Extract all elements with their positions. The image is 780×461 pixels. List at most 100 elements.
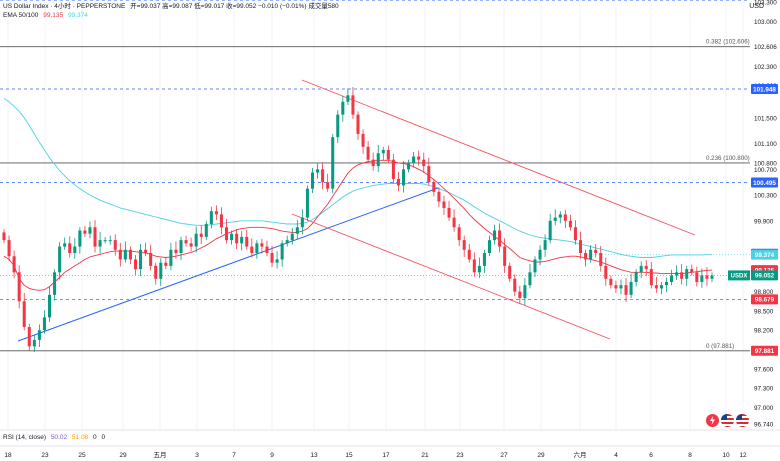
candle-body	[280, 243, 284, 260]
candle-body	[53, 272, 57, 295]
candle-body	[7, 240, 11, 257]
candle-body	[604, 265, 608, 279]
candle-body	[533, 259, 537, 273]
price-tick-label: 96.740	[754, 422, 774, 429]
candle-body	[184, 240, 188, 244]
candle-body	[209, 211, 213, 225]
candle-body	[235, 233, 239, 244]
candle-body	[133, 259, 138, 270]
candle-body	[396, 178, 400, 186]
candle-body	[88, 227, 92, 234]
time-tick-label: 8	[688, 452, 692, 459]
candle-body	[523, 285, 527, 299]
candle-body	[154, 265, 158, 279]
price-tag-bg	[751, 249, 778, 260]
candle-body	[407, 162, 411, 170]
candle-body	[285, 240, 289, 244]
price-tag-bg	[751, 294, 778, 305]
candle-body	[260, 243, 264, 247]
currency-label: USD	[749, 3, 764, 10]
candle-body	[326, 182, 330, 189]
price-tick-label: 97.300	[754, 386, 774, 393]
candle-body	[487, 240, 492, 254]
candle-body	[614, 285, 618, 289]
candle-body	[331, 137, 335, 189]
candle-body	[290, 233, 294, 241]
price-tick-label: 100.700	[754, 167, 777, 174]
symbol-tag-text: USDX	[731, 274, 748, 280]
fibonacci-labels: 0.382 (102.606) 0.236 (100.800) 0 (97.881)	[706, 39, 750, 350]
flash-icon[interactable]	[706, 414, 719, 427]
candle-body	[37, 330, 41, 340]
time-tick-label: 12	[739, 452, 747, 459]
ema-legend[interactable]: EMA 50/100 99.135 99.374	[3, 11, 91, 20]
ema-value-2: 99.374	[67, 12, 88, 19]
candle-body	[316, 169, 320, 173]
price-tag-text: 98.679	[755, 297, 775, 304]
candle-body	[705, 275, 709, 279]
candle-body	[680, 272, 684, 279]
candle-body	[58, 246, 62, 273]
price-tick-label: 100.800	[754, 160, 777, 167]
time-tick-label: 23	[456, 452, 464, 459]
price-tick-label: 102.300	[754, 64, 777, 71]
candle-body	[275, 259, 279, 263]
candle-body	[467, 249, 471, 260]
time-tick-label: 4	[614, 452, 618, 459]
candle-body	[255, 243, 259, 254]
candle-body	[503, 246, 507, 266]
candle-body	[2, 232, 6, 241]
candle-body	[568, 220, 572, 228]
candle-body	[639, 265, 643, 273]
candle-body	[442, 201, 446, 208]
candle-body	[675, 272, 679, 276]
price-tick-label: 101.100	[754, 141, 777, 148]
candle-body	[204, 224, 208, 237]
rsi-legend[interactable]: RSI (14, close) 50.02 51.08 0 0	[3, 433, 108, 442]
candle-body	[371, 159, 375, 167]
candle-body	[123, 249, 127, 260]
candle-body	[118, 249, 122, 260]
candle-body	[528, 272, 532, 286]
candle-body	[447, 207, 451, 218]
us-flag-icon[interactable]	[721, 414, 734, 427]
candle-body	[108, 240, 112, 242]
time-tick-label: 五月	[154, 451, 167, 459]
candle-body	[619, 285, 623, 289]
time-tick-label: 23	[41, 452, 49, 459]
symbol-legend[interactable]: US Dollar Index · 4小时 · PEPPERSTONE 开=99…	[3, 2, 342, 11]
time-tick-label: 27	[500, 452, 508, 459]
candle-body	[93, 227, 97, 247]
time-tick-label: 25	[78, 452, 86, 459]
price-tag-bg	[751, 270, 778, 281]
candle-body	[351, 95, 355, 115]
us-flag-icon[interactable]	[736, 414, 749, 427]
candle-body	[654, 285, 658, 289]
ohlc-values: 开=99.037 高=99.087 低=99.017 收=99.052 −0.0…	[130, 3, 339, 10]
candle-body	[144, 249, 148, 254]
candle-body	[558, 214, 562, 218]
candles	[2, 86, 714, 353]
ema-value-1: 99.135	[43, 12, 64, 19]
candle-body	[68, 243, 72, 254]
candle-body	[73, 246, 77, 254]
candle-body	[644, 265, 648, 270]
candle-body	[139, 249, 143, 270]
candle-body	[629, 281, 633, 295]
price-tick-label: 97.600	[754, 366, 774, 373]
candle-body	[584, 253, 588, 260]
candle-body	[341, 101, 345, 115]
candle-body	[194, 233, 198, 247]
candle-body	[245, 236, 249, 247]
price-tick-label: 98.200	[754, 328, 774, 335]
candle-body	[700, 275, 704, 282]
time-tick-label: 9	[270, 452, 274, 459]
candle-body	[391, 159, 395, 179]
price-tags: 101.948100.49599.38899.37499.135USDX99.0…	[728, 84, 778, 356]
candle-body	[482, 253, 486, 266]
candle-body	[128, 249, 132, 260]
ema-100-line	[3, 98, 712, 258]
candle-body	[295, 227, 299, 234]
candle-body	[42, 317, 46, 331]
